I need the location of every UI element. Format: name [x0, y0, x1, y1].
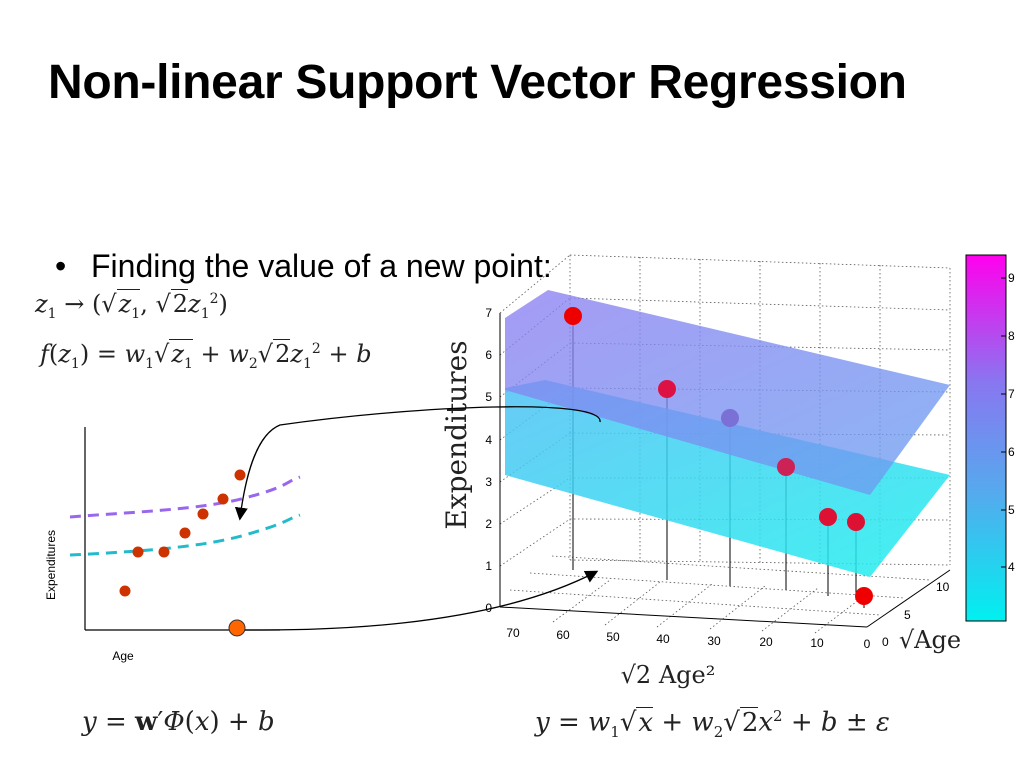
regression-function-equation: f(z1) = w1√z1 + w2√2z12 + b: [40, 339, 372, 372]
3d-y-label: Expenditures: [440, 340, 473, 529]
right-3d-plot: 7 6 5 4 3 2 1 0 70 60 50 40 30 20 10 0 0…: [440, 254, 961, 689]
z-tick-label: 10: [936, 580, 950, 594]
upper-epsilon-band: [69, 475, 301, 519]
z-tick-label: 5: [904, 608, 911, 622]
3d-z-label: √Age: [899, 626, 961, 654]
new-point: [228, 619, 246, 637]
y-tick-label: 0: [485, 601, 492, 615]
bullet-text: Finding the value of a new point:: [91, 248, 552, 284]
bullet-item: • Finding the value of a new point:: [55, 248, 552, 285]
colorbar-gradient: [965, 254, 1007, 622]
x-tick-label: 10: [810, 636, 824, 650]
x-tick-label: 60: [556, 628, 570, 642]
arrow-to-3d-plot: [244, 570, 599, 631]
data-point: [234, 469, 246, 481]
3d-data-point: [819, 508, 837, 526]
x-tick-label: 0: [864, 637, 871, 651]
y-tick-label: 3: [485, 475, 492, 489]
y-tick-label: 2: [485, 517, 492, 531]
lower-epsilon-band: [69, 513, 301, 557]
bullet-dot: •: [55, 248, 67, 284]
mapping-equation: z1 → (√z1, √2z12): [35, 289, 228, 322]
y-tick-label: 1: [485, 559, 492, 573]
3d-data-point: [855, 587, 873, 605]
upper-regression-plane: [505, 290, 950, 495]
y-tick-label: 6: [485, 348, 492, 362]
z-tick-label: 0: [882, 635, 889, 649]
colorbar-tick-label: 9: [1008, 271, 1015, 285]
y-tick-label: 7: [485, 306, 492, 320]
arrow-to-left-plot: [234, 406, 601, 521]
x-tick-label: 20: [759, 635, 773, 649]
3d-x-label: √2 Age²: [621, 661, 716, 689]
left-y-label: Expenditures: [44, 530, 58, 600]
3d-data-point: [847, 513, 865, 531]
colorbar-tick-label: 5: [1008, 503, 1015, 517]
y-tick-label: 4: [485, 433, 492, 447]
data-point: [217, 493, 229, 505]
x-tick-label: 40: [656, 632, 670, 646]
colorbar-tick-label: 4: [1008, 560, 1015, 574]
x-tick-labels: 70 60 50 40 30 20 10 0: [506, 626, 870, 651]
y-tick-labels: 7 6 5 4 3 2 1 0: [485, 306, 492, 615]
data-point: [132, 546, 144, 558]
colorbar-tick-label: 7: [1008, 387, 1015, 401]
x-tick-label: 70: [506, 626, 520, 640]
colorbar-ticks: 4 5 6 7 8 9: [1001, 271, 1015, 574]
data-point: [179, 527, 191, 539]
left-x-label: Age: [112, 649, 134, 663]
3d-data-points: [564, 307, 873, 605]
x-tick-label: 30: [707, 634, 721, 648]
colorbar-tick-label: 8: [1008, 329, 1015, 343]
colorbar: 4 5 6 7 8 9: [965, 254, 1015, 622]
expanded-model-equation: y = w1√x + w2√2x2 + b ± ε: [535, 706, 890, 741]
y-tick-label: 5: [485, 390, 492, 404]
3d-data-point: [777, 458, 795, 476]
colorbar-tick-label: 6: [1008, 445, 1015, 459]
x-tick-label: 50: [606, 630, 620, 644]
data-point: [119, 585, 131, 597]
data-point: [158, 546, 170, 558]
3d-axes: [499, 313, 951, 628]
model-equation: y = w′Φ(x) + b: [82, 707, 275, 737]
z-tick-labels: 0 5 10: [882, 580, 950, 649]
3d-data-point: [721, 409, 739, 427]
3d-data-point: [564, 307, 582, 325]
left-scatter-plot: Age Expenditures: [44, 427, 301, 663]
3d-data-point: [658, 380, 676, 398]
data-point: [197, 508, 209, 520]
lower-regression-plane: [505, 380, 950, 577]
slide-title: Non-linear Support Vector Regression: [48, 56, 907, 109]
